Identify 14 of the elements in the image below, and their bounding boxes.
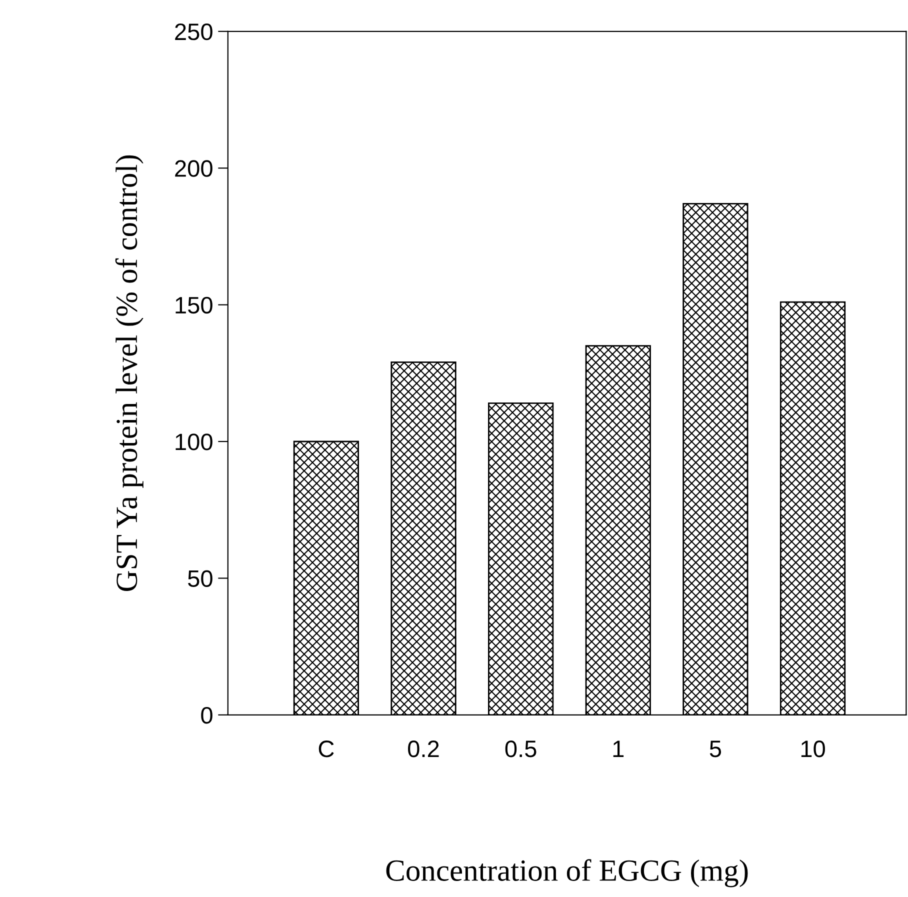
y-tick-label: 0 (201, 706, 212, 724)
y-axis-title: GST Ya protein level (% of control) (115, 155, 144, 591)
x-tick-label: 5 (710, 740, 722, 758)
y-tick-label: 100 (176, 434, 212, 450)
x-tick-label: C (318, 740, 334, 758)
y-tick-label: 200 (175, 160, 212, 177)
x-tick-label: 0.5 (505, 740, 536, 758)
y-tick-label: 150 (176, 296, 212, 314)
x-tick-label: 0.2 (408, 740, 439, 758)
x-axis-title: Concentration of EGCG (mg) (386, 859, 748, 888)
y-tick-label: 50 (188, 570, 212, 587)
x-tick-label: 10 (801, 740, 825, 758)
y-tick-label: 250 (175, 23, 212, 40)
x-tick-label: 1 (613, 740, 624, 758)
